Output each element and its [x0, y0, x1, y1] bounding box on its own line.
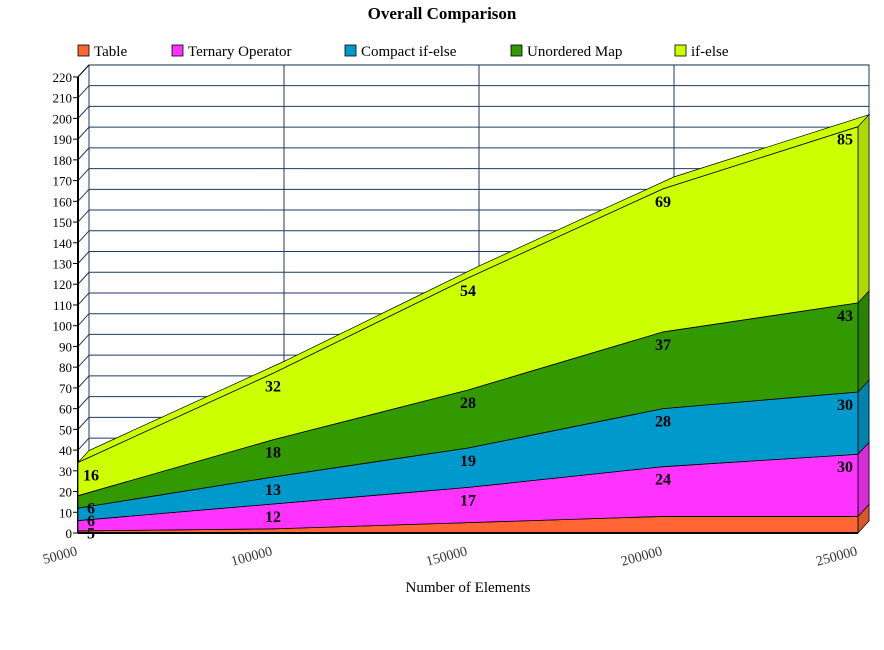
y-tick-label: 20 — [59, 485, 72, 500]
y-tick-label: 170 — [53, 174, 73, 189]
legend-swatch — [674, 44, 687, 57]
data-label: 6 — [87, 513, 95, 530]
y-gridline-side — [77, 147, 90, 161]
legend-label: Ternary Operator — [188, 44, 291, 60]
y-tick-label: 150 — [53, 215, 73, 230]
data-label: 5 — [87, 526, 95, 543]
y-tick-label: 210 — [53, 91, 73, 106]
x-axis-title: Number of Elements — [406, 580, 531, 596]
y-gridline-side — [77, 188, 90, 202]
y-gridline-side — [77, 106, 90, 119]
data-label: 19 — [460, 453, 476, 470]
y-gridline-side — [77, 417, 90, 430]
x-tick-label: 200000 — [620, 544, 664, 569]
data-label: 54 — [460, 283, 476, 300]
area-end-face — [857, 289, 870, 393]
area-series — [77, 126, 859, 497]
y-tick-label: 50 — [59, 422, 72, 437]
x-tick-label: 150000 — [425, 544, 469, 569]
y-gridline-side — [77, 375, 90, 389]
legend-swatch — [510, 44, 523, 57]
chart-title: Overall Comparison — [368, 4, 517, 23]
y-tick-label: 190 — [53, 132, 73, 147]
y-gridline-side — [77, 126, 90, 140]
y-tick-label: 160 — [53, 194, 73, 209]
y-gridline-side — [77, 251, 90, 264]
plot-area: 0 10 20 30 40 50 60 70 80 90 100 110 120 130 140 150 160… — [41, 64, 871, 570]
data-label: 16 — [83, 468, 99, 485]
data-label: 30 — [837, 397, 853, 414]
y-tick-label: 130 — [53, 257, 73, 272]
y-tick-label: 80 — [59, 360, 72, 375]
legend-label: Table — [94, 44, 127, 60]
data-label: 32 — [265, 378, 281, 395]
x-tick-label: 100000 — [230, 544, 274, 569]
area-end-face — [857, 379, 870, 456]
y-tick-label: 40 — [59, 443, 72, 458]
y-tick-label: 100 — [53, 319, 73, 334]
x-tick-label: 50000 — [41, 544, 79, 568]
legend: Table Ternary Operator Compact if-else Unor… — [77, 44, 729, 60]
data-label: 30 — [837, 459, 853, 476]
y-gridline-side — [77, 334, 90, 347]
y-tick-label: 60 — [59, 402, 72, 417]
y-tick-label: 10 — [59, 505, 72, 520]
data-label: 28 — [460, 395, 476, 412]
legend-label: if-else — [691, 44, 729, 60]
y-tick-label: 180 — [53, 153, 73, 168]
data-label: 18 — [265, 445, 281, 462]
data-label: 43 — [837, 308, 853, 325]
legend-swatch — [344, 44, 357, 57]
y-tick-label: 120 — [53, 277, 73, 292]
data-label: 24 — [655, 472, 671, 489]
y-tick-label: 0 — [66, 526, 73, 541]
y-tick-label: 30 — [59, 464, 72, 479]
y-tick-label: 110 — [53, 298, 72, 313]
data-label: 69 — [655, 194, 671, 211]
legend-swatch — [171, 44, 184, 57]
y-gridline-side — [77, 354, 90, 368]
y-tick-label: 140 — [53, 236, 73, 251]
area-end-face — [857, 113, 870, 304]
legend-label: Compact if-else — [361, 44, 457, 60]
y-gridline-side — [77, 437, 90, 451]
area-end-face — [857, 441, 870, 518]
legend-label: Unordered Map — [527, 44, 622, 60]
y-gridline-side — [77, 209, 90, 223]
y-gridline-side — [77, 168, 90, 181]
data-label: 17 — [460, 492, 476, 509]
y-gridline-side — [77, 292, 90, 306]
data-label: 37 — [655, 337, 671, 354]
y-gridline-side — [77, 313, 90, 327]
legend-swatch — [77, 44, 90, 57]
y-tick-label: 200 — [53, 111, 73, 126]
data-label: 13 — [265, 482, 281, 499]
y-gridline-side — [77, 396, 90, 409]
y-axis-top-edge — [77, 64, 90, 78]
y-tick-label: 90 — [59, 339, 72, 354]
y-gridline-side — [77, 230, 90, 244]
y-tick-label: 70 — [59, 381, 72, 396]
y-tick-label: 220 — [53, 70, 73, 85]
y-gridline-side — [77, 85, 90, 99]
data-label: 28 — [655, 414, 671, 431]
data-label: 6 — [87, 501, 95, 518]
data-label: 12 — [265, 509, 281, 526]
x-tick-label: 250000 — [815, 544, 859, 569]
y-gridline-side — [77, 271, 90, 285]
data-label: 85 — [837, 132, 853, 149]
